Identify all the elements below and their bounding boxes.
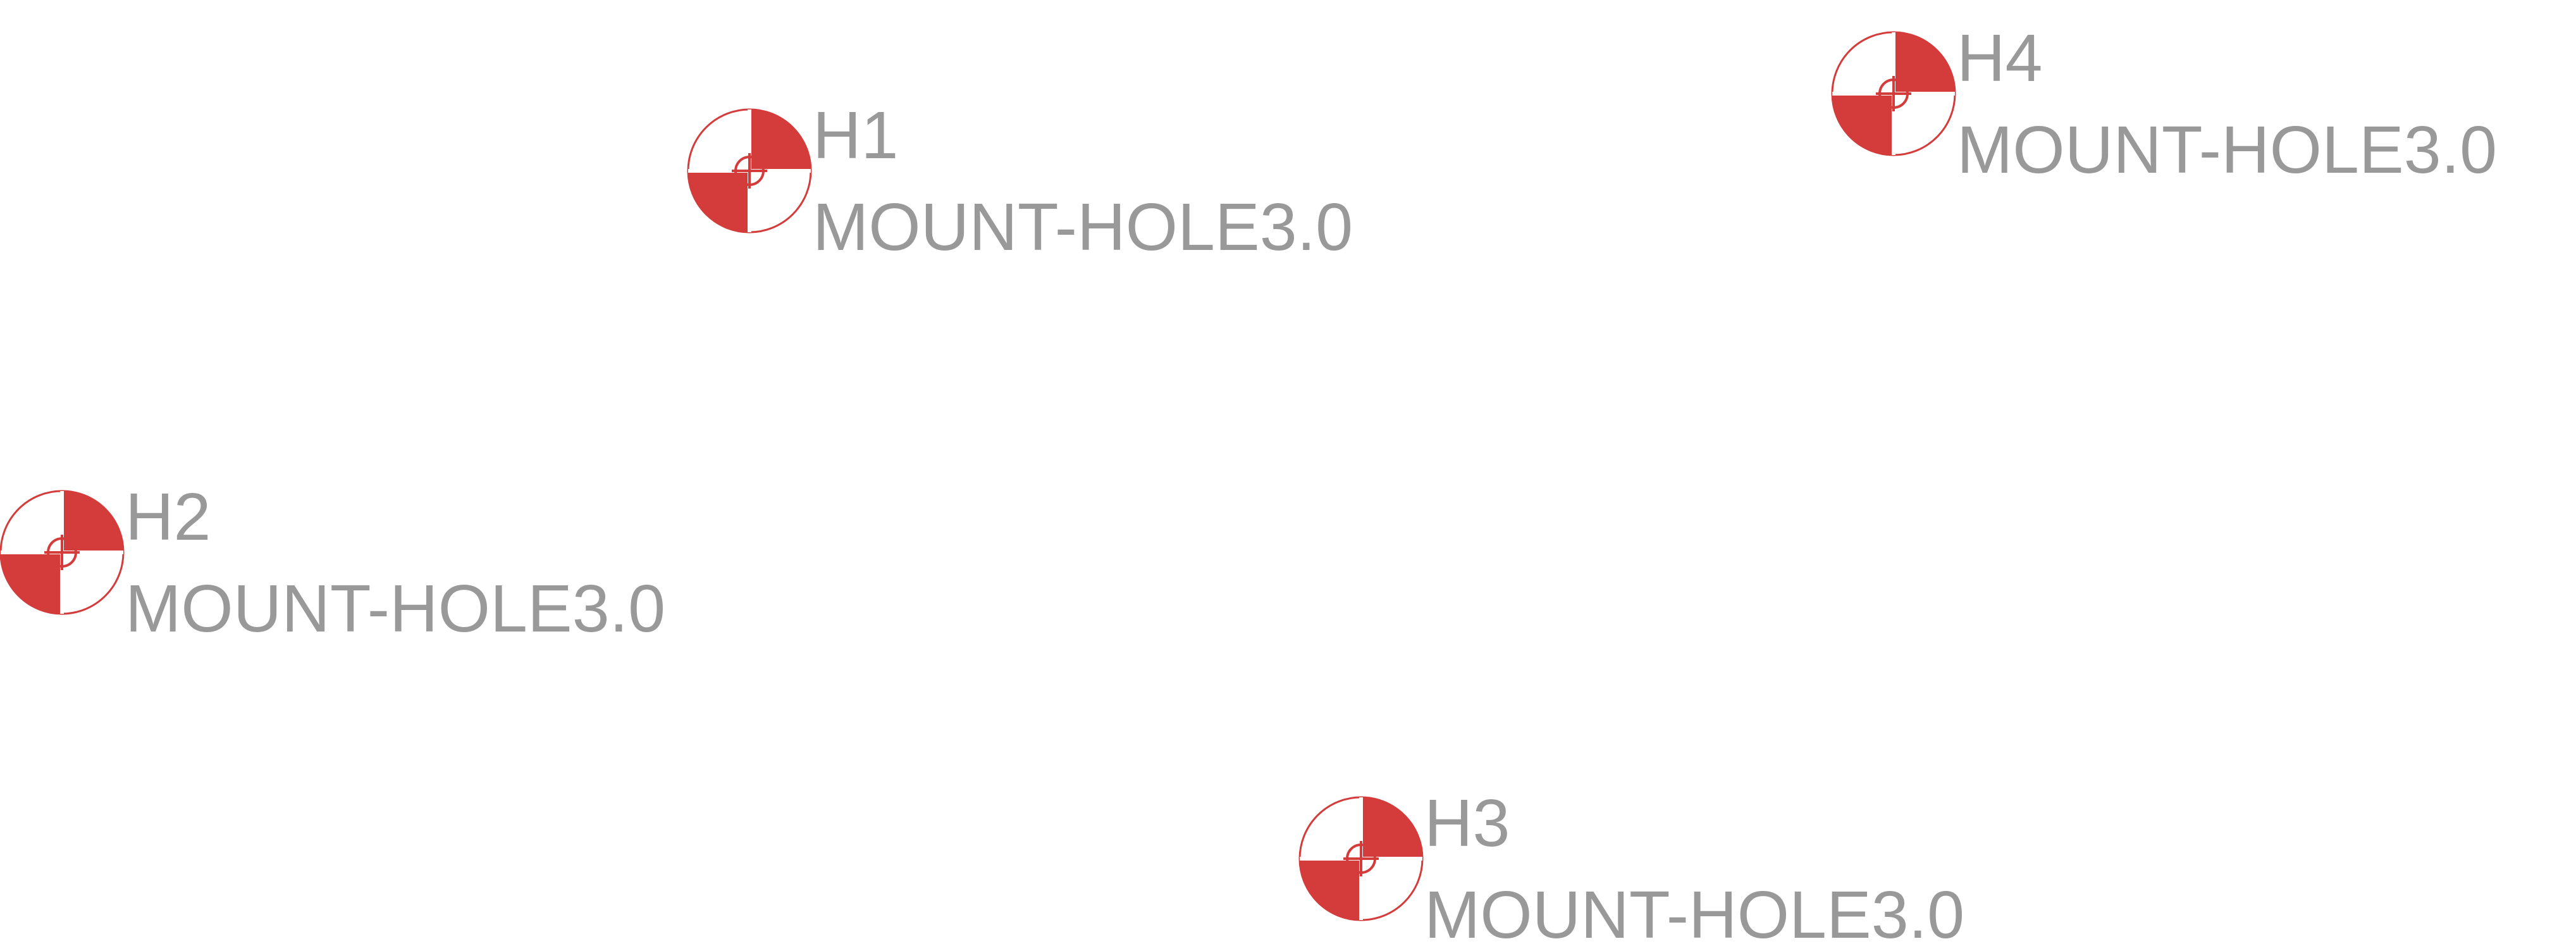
- mounting-hole-icon: [0, 490, 125, 615]
- reference-label-h1: H1: [813, 98, 899, 173]
- reference-label-h2: H2: [125, 480, 211, 554]
- mounting-hole-h3[interactable]: H3 MOUNT-HOLE3.0: [1298, 786, 1964, 946]
- hole-quadrant-bottom-left: [1300, 859, 1361, 920]
- mounting-hole-icon: [687, 108, 812, 233]
- value-label-h4: MOUNT-HOLE3.0: [1957, 113, 2497, 187]
- value-label-h1: MOUNT-HOLE3.0: [813, 190, 1353, 265]
- reference-label-h3: H3: [1424, 786, 1510, 861]
- mounting-hole-h2[interactable]: H2 MOUNT-HOLE3.0: [0, 480, 665, 646]
- hole-quadrant-bottom-left: [1, 552, 62, 614]
- hole-quadrant-bottom-left: [1832, 94, 1894, 155]
- hole-quadrant-top-right: [62, 491, 123, 552]
- value-label-h2: MOUNT-HOLE3.0: [125, 571, 665, 646]
- hole-quadrant-top-right: [1894, 32, 1955, 94]
- mounting-hole-icon: [1298, 796, 1424, 921]
- reference-label-h4: H4: [1957, 21, 2043, 96]
- hole-quadrant-bottom-left: [688, 171, 749, 232]
- mounting-hole-icon: [1831, 31, 1956, 156]
- mounting-hole-h4[interactable]: H4 MOUNT-HOLE3.0: [1831, 21, 2497, 187]
- value-label-h3: MOUNT-HOLE3.0: [1424, 878, 1964, 946]
- hole-quadrant-top-right: [749, 109, 811, 171]
- mounting-hole-h1[interactable]: H1 MOUNT-HOLE3.0: [687, 98, 1353, 265]
- hole-quadrant-top-right: [1361, 797, 1422, 859]
